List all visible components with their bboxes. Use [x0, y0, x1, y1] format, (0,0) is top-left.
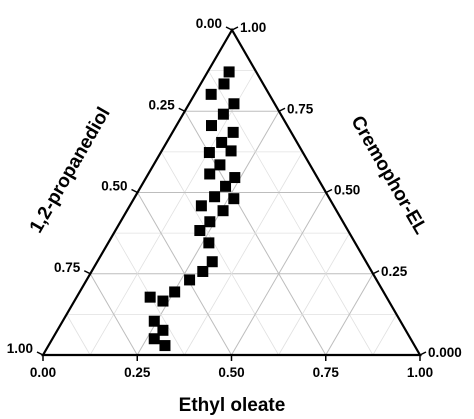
- data-points: [144, 66, 241, 352]
- data-point: [229, 172, 241, 184]
- tick-labels: 0.00 0.25 0.50 0.75 1.00 0.00 0.25 0.50 0.75 1.00…: [7, 16, 462, 380]
- data-point: [217, 108, 229, 120]
- tick-label: 0.50: [334, 183, 360, 198]
- data-point: [148, 333, 160, 345]
- tick-label: 0.75: [313, 365, 340, 380]
- data-point: [195, 200, 207, 212]
- tick-label: 1.00: [7, 341, 33, 356]
- data-point: [159, 340, 171, 352]
- tick-label: 0.50: [218, 365, 244, 380]
- data-point: [203, 237, 215, 249]
- data-point: [184, 274, 196, 286]
- grid-line: [89, 273, 138, 356]
- tick-mark: [83, 270, 91, 275]
- tick-marks: [36, 26, 427, 361]
- tick-label: 0.75: [54, 260, 81, 275]
- data-point: [205, 120, 217, 132]
- tick-label: 0.25: [148, 97, 175, 112]
- data-point: [217, 205, 229, 217]
- data-point: [157, 295, 169, 307]
- tick-label: 0.75: [287, 101, 314, 116]
- data-point: [216, 136, 228, 148]
- tick-label: 0.50: [101, 179, 127, 194]
- tick-mark: [325, 188, 333, 194]
- data-point: [204, 216, 216, 228]
- tick-label: 0.25: [124, 365, 151, 380]
- grid-line: [184, 151, 303, 356]
- data-point: [148, 315, 160, 327]
- tick-label: 0.00: [196, 16, 222, 31]
- grid-line: [89, 70, 256, 356]
- tick-label: 0.000: [428, 345, 462, 360]
- data-point: [203, 147, 215, 159]
- tick-label: 0.25: [381, 264, 408, 279]
- tick-mark: [231, 26, 239, 31]
- data-point: [205, 88, 217, 100]
- grid-line: [278, 232, 350, 356]
- data-point: [220, 180, 232, 192]
- data-point: [214, 159, 226, 171]
- data-point: [223, 66, 235, 78]
- tick-mark: [278, 107, 286, 112]
- data-point: [209, 191, 221, 203]
- data-point: [227, 126, 239, 138]
- data-point: [218, 78, 230, 90]
- tick-label: 1.00: [240, 20, 266, 35]
- grid-line: [66, 314, 91, 356]
- data-point: [206, 256, 218, 268]
- data-point: [225, 145, 237, 157]
- axis-title-propanediol: 1,2-propanediol: [26, 104, 115, 237]
- data-point: [144, 291, 156, 303]
- data-point: [228, 98, 240, 110]
- tick-label: 1.00: [407, 365, 433, 380]
- tick-mark: [178, 107, 186, 112]
- grid-lines: [66, 70, 397, 356]
- grid-line: [231, 192, 327, 356]
- axis-title-ethyl-oleate: Ethyl oleate: [179, 395, 286, 416]
- tick-mark: [131, 188, 138, 194]
- data-point: [197, 265, 209, 277]
- grid-line: [372, 314, 397, 356]
- grid-line: [325, 273, 374, 356]
- data-point: [228, 193, 240, 205]
- data-point: [194, 225, 206, 237]
- tick-label: 0.00: [30, 365, 56, 380]
- grid-line: [160, 151, 279, 356]
- tick-mark: [372, 270, 380, 275]
- data-point: [157, 324, 169, 336]
- tick-mark: [36, 351, 44, 356]
- tick-mark: [225, 26, 233, 31]
- grid-line: [137, 192, 232, 356]
- grid-line: [208, 70, 374, 356]
- tick-mark: [419, 351, 427, 356]
- data-point: [204, 168, 216, 180]
- data-point: [169, 286, 181, 298]
- axis-title-cremophor: Cremophor-EL: [346, 112, 431, 238]
